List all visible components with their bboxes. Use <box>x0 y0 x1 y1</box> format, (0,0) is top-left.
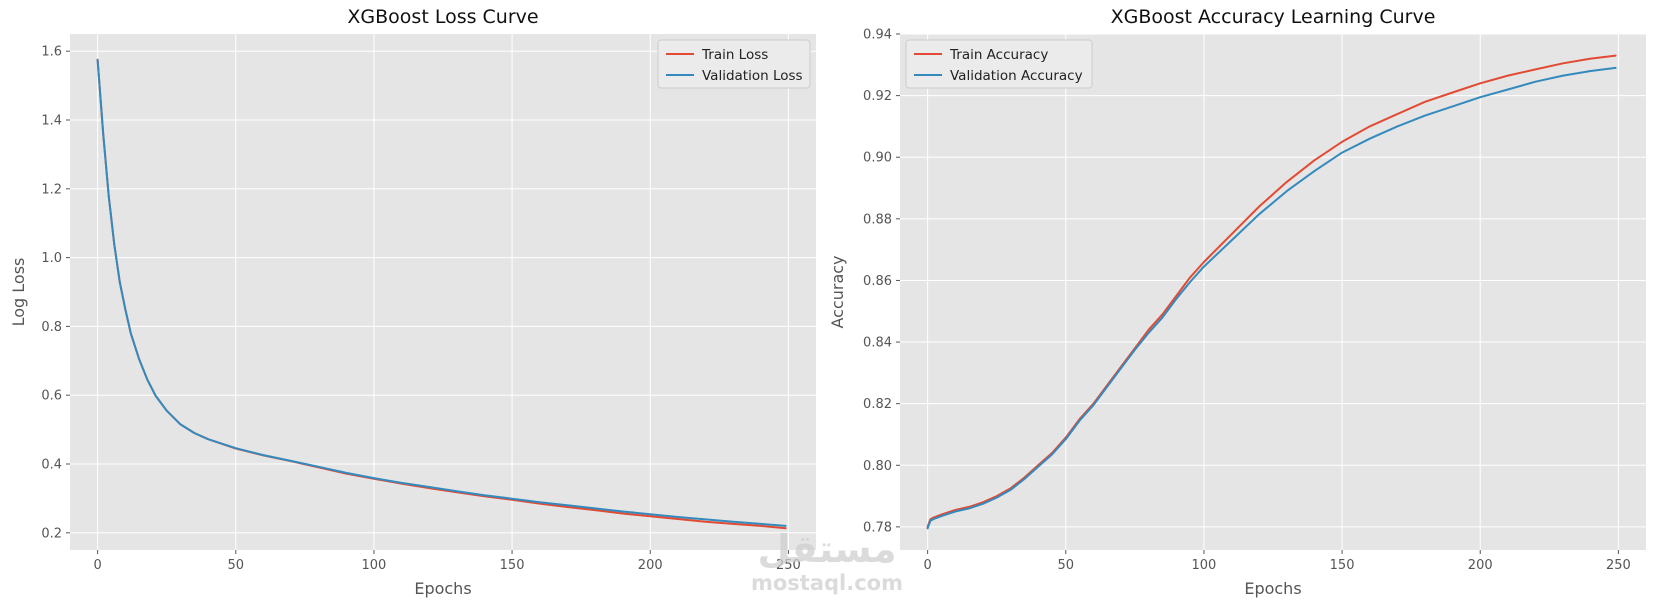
x-tick-label: 50 <box>228 558 245 573</box>
legend: Train Loss Validation Loss <box>657 39 811 89</box>
legend-label: Train Loss <box>701 47 768 63</box>
x-axis-label: Epochs <box>414 579 471 598</box>
accuracy-chart: XGBoost Accuracy Learning Curve 0 50 100 15… <box>828 6 1646 598</box>
legend-box <box>905 39 1093 89</box>
x-axis-label: Epochs <box>1244 579 1301 598</box>
legend-box <box>657 39 811 89</box>
y-tick-label: 0.2 <box>41 526 62 541</box>
x-tick-label: 250 <box>776 558 801 573</box>
legend-label: Validation Accuracy <box>950 68 1083 84</box>
x-tick-label: 150 <box>500 558 525 573</box>
y-axis-label: Log Loss <box>9 258 28 327</box>
watermark: مستقل mostaql.com <box>751 527 903 595</box>
legend-label: Validation Loss <box>702 68 803 84</box>
loss-chart: XGBoost Loss Curve 0 50 100 150 200 250 0.2 0.4… <box>9 6 816 598</box>
axis-ticks: 0 50 100 150 200 250 0.78 0.80 0.82 0.84 0.86 0.88 0… <box>863 28 1631 574</box>
x-tick-label: 250 <box>1606 558 1631 573</box>
y-tick-label: 0.92 <box>863 89 892 104</box>
plot-area <box>900 34 1646 550</box>
series-lines <box>926 54 1617 530</box>
y-tick-label: 0.94 <box>863 28 892 43</box>
y-tick-label: 0.80 <box>863 459 892 474</box>
x-tick-label: 0 <box>923 558 931 573</box>
watermark-url: mostaql.com <box>751 571 903 595</box>
chart-title: XGBoost Loss Curve <box>347 6 538 28</box>
legend: Train Accuracy Validation Accuracy <box>905 39 1093 89</box>
y-tick-label: 0.84 <box>863 336 892 351</box>
series-line-validation-loss <box>96 58 787 527</box>
y-axis-label: Accuracy <box>828 255 847 328</box>
x-tick-label: 100 <box>1192 558 1217 573</box>
x-tick-label: 200 <box>1468 558 1493 573</box>
x-tick-label: 50 <box>1058 558 1075 573</box>
y-tick-label: 1.4 <box>41 114 62 129</box>
axis-ticks: 0 50 100 150 200 250 0.2 0.4 0.6 0.8 1.0 1.2 1.4 1.6 <box>41 45 800 573</box>
watermark-logo: مستقل <box>758 527 897 571</box>
y-tick-label: 0.78 <box>863 520 892 535</box>
y-tick-label: 0.88 <box>863 212 892 227</box>
y-tick-label: 0.90 <box>863 151 892 166</box>
y-tick-label: 0.86 <box>863 274 892 289</box>
y-tick-label: 1.6 <box>41 45 62 60</box>
y-tick-label: 1.2 <box>41 182 62 197</box>
plot-area <box>70 34 816 550</box>
x-tick-label: 100 <box>362 558 387 573</box>
series-line-train-accuracy <box>926 54 1617 528</box>
series-lines <box>96 58 787 530</box>
x-tick-label: 150 <box>1330 558 1355 573</box>
x-tick-label: 200 <box>638 558 663 573</box>
chart-title: XGBoost Accuracy Learning Curve <box>1111 6 1436 28</box>
y-tick-label: 1.0 <box>41 251 62 266</box>
series-line-validation-accuracy <box>926 66 1617 530</box>
legend-label: Train Accuracy <box>949 47 1048 63</box>
y-tick-label: 0.4 <box>41 458 62 473</box>
y-tick-label: 0.82 <box>863 397 892 412</box>
x-tick-label: 0 <box>93 558 101 573</box>
y-tick-label: 0.8 <box>41 320 62 335</box>
grid-lines <box>900 33 1646 550</box>
y-tick-label: 0.6 <box>41 389 62 404</box>
